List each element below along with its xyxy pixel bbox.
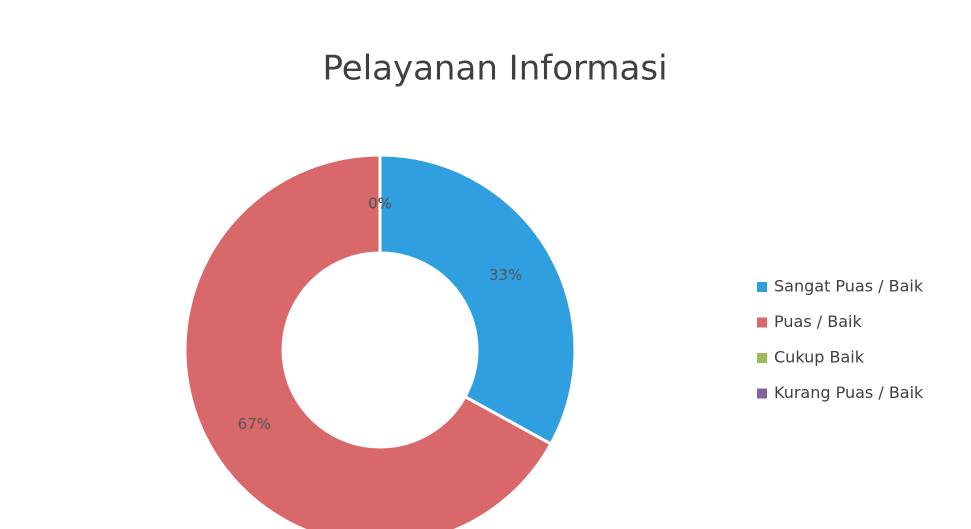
chart-title: Pelayanan Informasi [322, 49, 667, 89]
legend-swatch [757, 353, 767, 363]
legend-swatch [757, 317, 767, 328]
legend-label: Sangat Puas / Baik [774, 277, 924, 296]
data-label: 0% [368, 195, 392, 213]
donut-slice [378, 153, 577, 446]
data-label: 0% [368, 195, 392, 213]
donut-slice [183, 153, 553, 529]
data-label: 33% [489, 266, 522, 284]
legend-swatch [757, 282, 767, 292]
legend-label: Cukup Baik [774, 348, 865, 367]
legend-label: Kurang Puas / Baik [774, 383, 924, 402]
legend-swatch [757, 388, 767, 399]
data-label: 67% [238, 415, 271, 433]
legend-label: Puas / Baik [774, 312, 862, 331]
